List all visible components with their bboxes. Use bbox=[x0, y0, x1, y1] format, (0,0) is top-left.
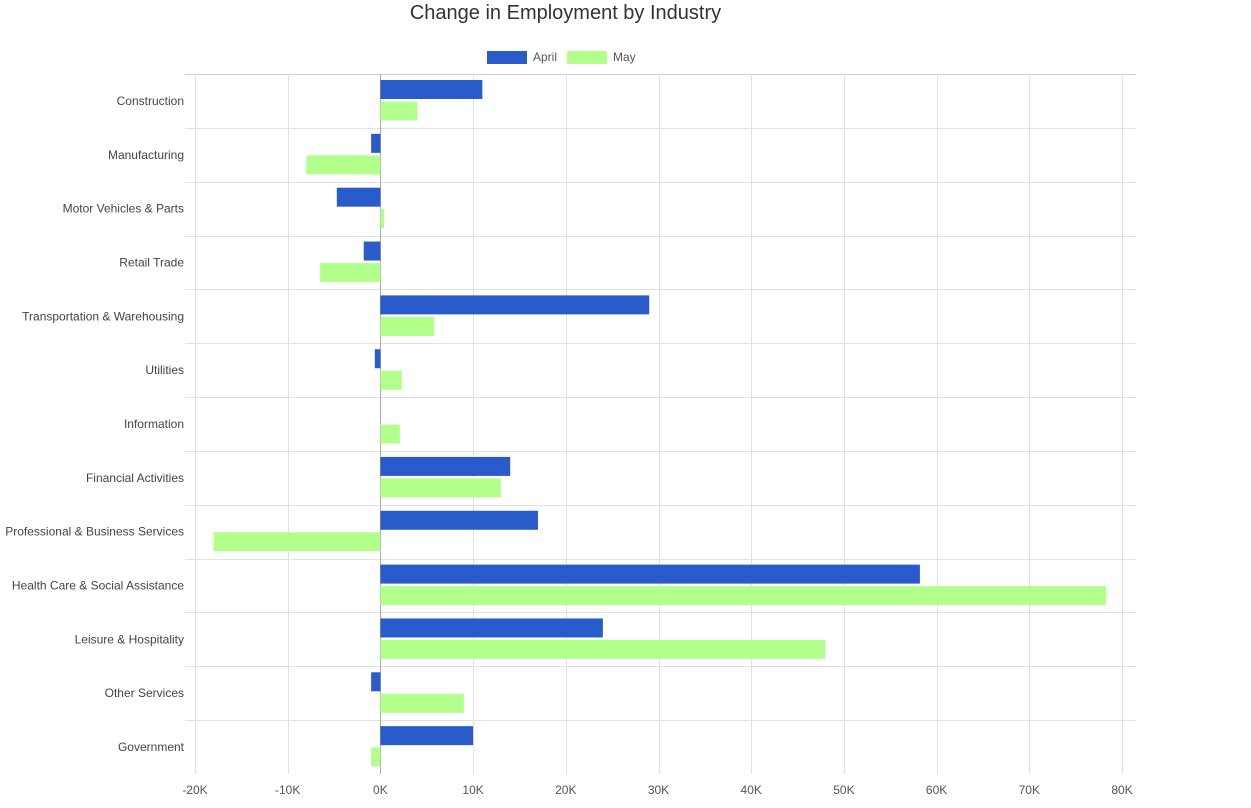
category-label: Transportation & Warehousing bbox=[22, 309, 184, 323]
legend-swatch-may[interactable] bbox=[567, 51, 607, 64]
x-tick-label: 10K bbox=[462, 783, 483, 797]
bar-may-4[interactable] bbox=[380, 316, 435, 336]
bar-april-12[interactable] bbox=[380, 726, 474, 746]
bar-april-2[interactable] bbox=[336, 187, 381, 207]
legend-label-april[interactable]: April bbox=[533, 50, 557, 64]
bar-may-9[interactable] bbox=[380, 586, 1107, 606]
category-label: Construction bbox=[117, 94, 184, 108]
x-axis-tick-labels: -20K -10K 0K 10K 20K 30K 40K 50K 60K 70K 80K bbox=[182, 783, 1132, 797]
category-label: Financial Activities bbox=[86, 471, 184, 485]
bar-april-0[interactable] bbox=[380, 80, 483, 99]
bar-may-2[interactable] bbox=[380, 209, 385, 229]
x-tick-label: 70K bbox=[1019, 783, 1040, 797]
bar-may-12[interactable] bbox=[371, 747, 381, 767]
bar-may-8[interactable] bbox=[213, 532, 381, 552]
bar-april-5[interactable] bbox=[374, 349, 381, 369]
category-label: Professional & Business Services bbox=[5, 525, 184, 539]
x-tick-label: 0K bbox=[373, 783, 388, 797]
bar-april-3[interactable] bbox=[363, 241, 381, 261]
bar-may-6[interactable] bbox=[380, 424, 400, 444]
bar-may-10[interactable] bbox=[380, 639, 826, 659]
bar-april-1[interactable] bbox=[371, 133, 381, 153]
legend-swatch-april[interactable] bbox=[487, 51, 527, 64]
x-tick-label: 40K bbox=[741, 783, 762, 797]
category-label: Government bbox=[118, 740, 185, 754]
bar-april-10[interactable] bbox=[380, 618, 603, 638]
legend-label-may[interactable]: May bbox=[613, 50, 636, 64]
x-tick-label: -20K bbox=[182, 783, 207, 797]
bar-april-7[interactable] bbox=[380, 456, 511, 476]
bars-group bbox=[213, 80, 1107, 767]
category-label: Information bbox=[124, 417, 184, 431]
x-tick-label: 30K bbox=[648, 783, 669, 797]
x-tick-label: 50K bbox=[833, 783, 854, 797]
bar-may-3[interactable] bbox=[320, 263, 381, 283]
bar-may-7[interactable] bbox=[380, 478, 501, 498]
grid-lines bbox=[185, 74, 1136, 774]
bar-may-5[interactable] bbox=[380, 370, 402, 390]
x-tick-label: -10K bbox=[275, 783, 300, 797]
x-tick-label: 20K bbox=[555, 783, 576, 797]
category-label: Utilities bbox=[145, 363, 184, 377]
x-tick-label: 80K bbox=[1111, 783, 1132, 797]
bar-april-9[interactable] bbox=[380, 564, 920, 584]
bar-may-0[interactable] bbox=[380, 101, 418, 121]
bar-may-11[interactable] bbox=[380, 693, 464, 713]
category-label: Health Care & Social Assistance bbox=[12, 579, 184, 593]
category-label: Other Services bbox=[105, 686, 184, 700]
category-label: Manufacturing bbox=[108, 148, 184, 162]
legend: April May bbox=[487, 50, 636, 64]
category-label: Motor Vehicles & Parts bbox=[63, 202, 184, 216]
category-labels: Construction Manufacturing Motor Vehicles … bbox=[5, 94, 184, 754]
category-label: Leisure & Hospitality bbox=[75, 632, 184, 646]
chart-title: Change in Employment by Industry bbox=[409, 2, 722, 24]
bar-april-8[interactable] bbox=[380, 510, 538, 530]
x-tick-label: 60K bbox=[926, 783, 947, 797]
category-label: Retail Trade bbox=[119, 255, 184, 269]
bar-april-4[interactable] bbox=[380, 295, 650, 315]
bar-april-11[interactable] bbox=[371, 672, 381, 692]
bar-may-1[interactable] bbox=[306, 155, 381, 175]
